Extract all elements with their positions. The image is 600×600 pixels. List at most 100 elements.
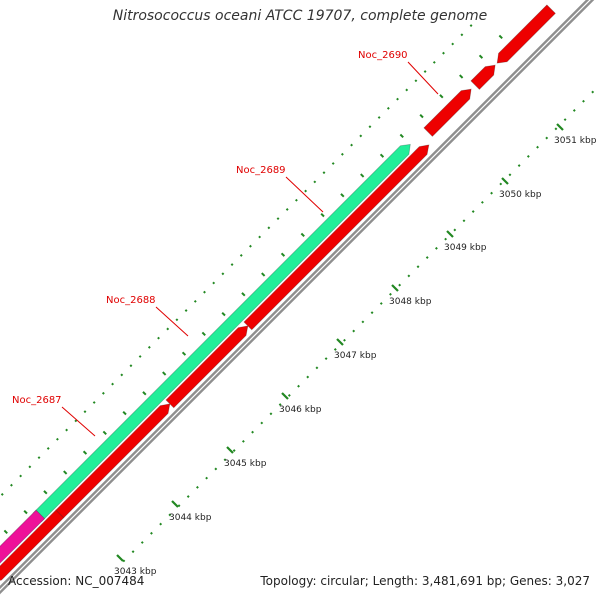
gc-skew-tick (396, 97, 399, 101)
scale-tick-mark (556, 123, 564, 131)
scale-tick-label: 3050 kbp (499, 190, 542, 200)
gc-content-tick (536, 145, 539, 149)
gene-label: Noc_2690 (358, 50, 408, 61)
gc-skew-tick (285, 208, 289, 211)
gene-feature-red (470, 64, 496, 90)
scale-tick-mark (446, 230, 454, 238)
gc-content-tick (582, 99, 585, 103)
scale-tick-label: 3046 kbp (279, 405, 322, 415)
scale-tick-label: 3045 kbp (224, 459, 267, 469)
gc-skew-tick (74, 419, 78, 423)
orf-tick (102, 430, 107, 436)
gc-content-tick (196, 485, 199, 489)
gc-skew-tick (157, 336, 160, 340)
orf-tick (459, 74, 464, 79)
gc-content-tick (251, 430, 254, 434)
gc-skew-tick (10, 483, 13, 487)
gc-content-tick (232, 449, 236, 452)
gc-skew-tick (377, 116, 381, 119)
gc-skew-tick (258, 235, 262, 239)
gene-label: Noc_2687 (12, 395, 62, 406)
orf-tick (241, 292, 246, 297)
gene-feature-red (165, 325, 249, 409)
orf-tick (82, 450, 88, 455)
gc-content-tick (131, 550, 135, 554)
orf-tick (478, 54, 484, 59)
gc-skew-tick (350, 143, 353, 147)
gc-content-tick (324, 357, 328, 361)
gc-skew-tick (451, 42, 455, 46)
gc-content-tick (205, 476, 209, 480)
gene-feature-green (32, 143, 411, 523)
gene-feature-red (0, 509, 65, 581)
orf-tick (3, 529, 8, 534)
orf-tick (142, 391, 147, 396)
gene-feature-red (496, 4, 556, 64)
genome-summary-text: Topology: circular; Length: 3,481,691 bp… (260, 574, 590, 588)
gc-skew-tick (0, 492, 4, 496)
gc-skew-tick (56, 437, 59, 441)
gc-skew-tick (120, 373, 124, 377)
gc-skew-tick (92, 401, 96, 404)
gc-skew-tick (111, 382, 114, 386)
gc-skew-tick (147, 345, 151, 349)
scale-tick-label: 3044 kbp (169, 513, 212, 523)
gc-skew-tick (166, 327, 170, 331)
gc-content-tick (490, 191, 493, 195)
scale-tick-mark (226, 446, 234, 454)
gene-feature-red (243, 144, 430, 331)
gc-skew-tick (276, 217, 280, 221)
gc-skew-tick (442, 51, 445, 55)
orf-tick (300, 232, 305, 238)
gc-skew-tick (19, 474, 23, 478)
gc-content-tick (333, 348, 337, 351)
gc-skew-tick (230, 263, 234, 267)
gc-content-tick (425, 256, 429, 259)
gc-skew-tick (267, 226, 271, 230)
gc-content-tick (480, 200, 484, 204)
gc-content-tick (398, 283, 402, 287)
gc-content-tick (140, 541, 144, 544)
orf-tick (399, 133, 404, 139)
orf-tick (43, 490, 48, 495)
orf-tick (320, 212, 325, 218)
gc-skew-tick (368, 125, 372, 129)
scale-tick-label: 3049 kbp (444, 243, 487, 253)
gc-content-tick (306, 375, 310, 379)
gc-content-tick (315, 366, 319, 370)
gc-skew-tick (175, 318, 179, 322)
accession-text: Accession: NC_007484 (8, 574, 145, 588)
gc-content-tick (150, 531, 153, 535)
gc-skew-tick (386, 106, 390, 110)
gc-skew-tick (432, 60, 436, 64)
gc-skew-tick (322, 171, 326, 175)
gc-content-tick (508, 173, 512, 177)
gc-content-tick (352, 329, 356, 333)
gc-content-tick (471, 210, 475, 213)
gc-content-tick (223, 458, 227, 462)
gc-content-tick (297, 384, 300, 388)
gene-label-leader (61, 406, 96, 437)
orf-tick (379, 153, 385, 158)
scale-tick-mark (171, 500, 179, 508)
gc-skew-tick (405, 88, 409, 92)
scale-tick-label: 3043 kbp (114, 567, 157, 577)
gc-content-tick (370, 311, 374, 315)
gc-skew-tick (359, 134, 363, 138)
map-title: Nitrosococcus oceani ATCC 19707, complet… (112, 8, 488, 24)
gc-content-tick (572, 109, 576, 112)
gc-skew-tick (184, 309, 188, 312)
gc-content-tick (499, 182, 503, 186)
gc-content-tick (444, 237, 448, 241)
gc-content-tick (416, 265, 420, 269)
gene-label-leader (285, 176, 324, 213)
orf-tick (280, 252, 286, 257)
gene-feature-red (55, 403, 171, 519)
gc-skew-tick (239, 253, 243, 257)
gc-content-tick (159, 522, 163, 526)
orf-tick (122, 410, 127, 416)
gc-content-tick (435, 246, 438, 250)
scale-tick-mark (391, 284, 399, 292)
gc-skew-tick (138, 355, 142, 358)
